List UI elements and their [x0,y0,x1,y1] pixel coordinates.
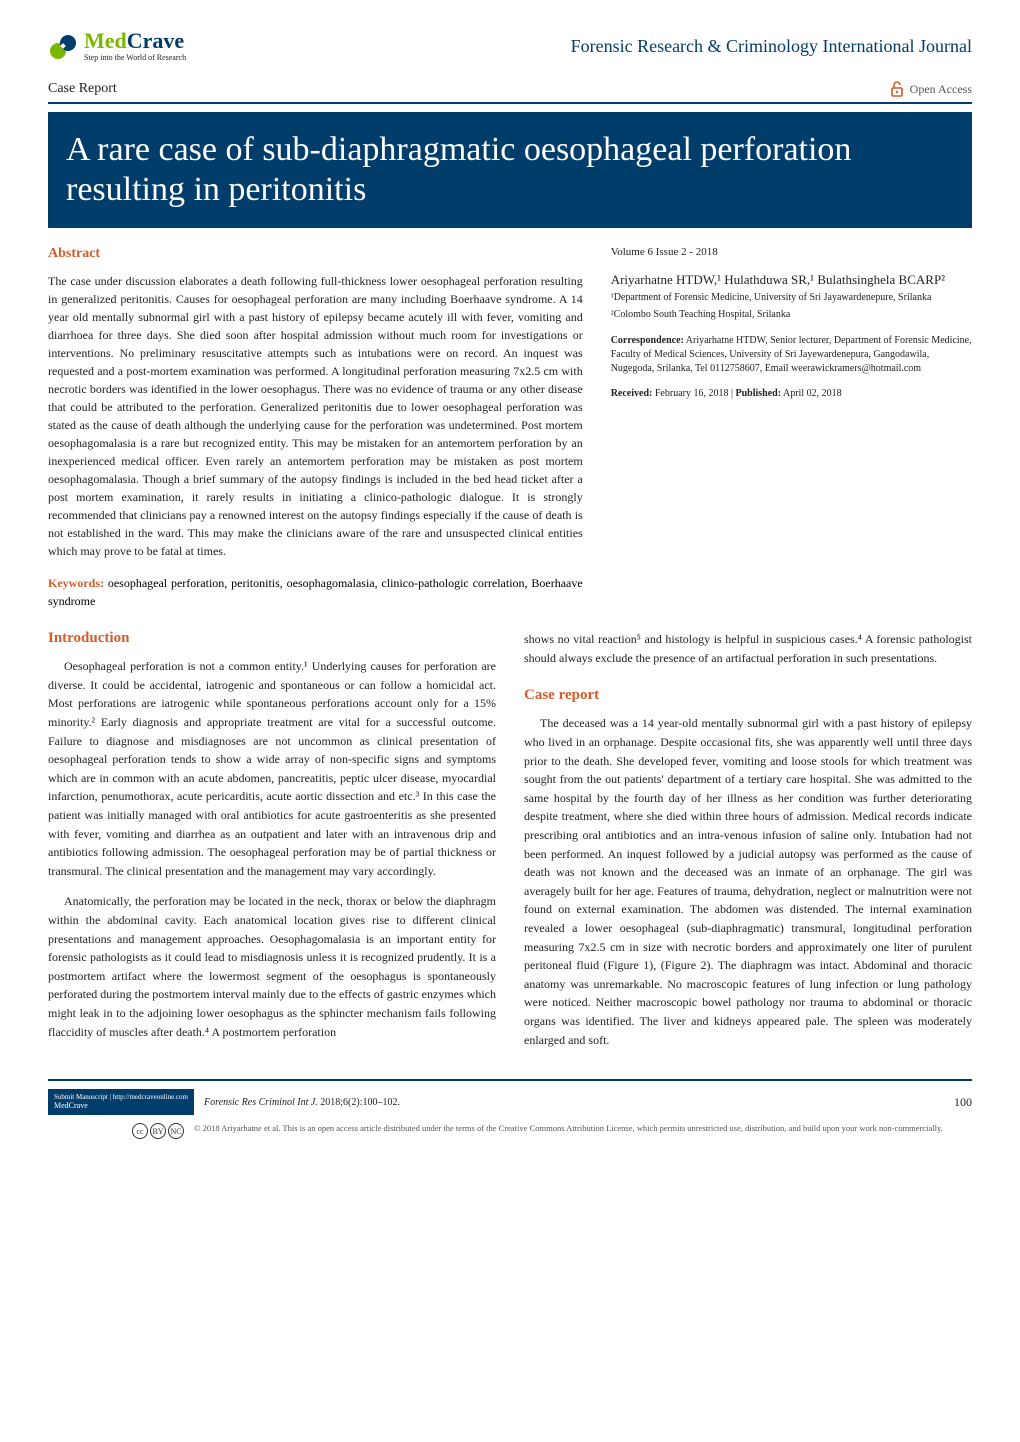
publisher-logo: MedCrave Step into the World of Research [48,30,186,62]
logo-word-crave: Crave [127,28,184,53]
page-number: 100 [954,1095,972,1110]
received-label: Received: [611,388,653,399]
published-label: Published: [735,388,781,399]
license-text: © 2018 Ariyarhatne et al. This is an ope… [194,1123,943,1134]
affiliation-2: ²Colombo South Teaching Hospital, Srilan… [611,308,972,322]
logo-tagline: Step into the World of Research [84,54,186,62]
dates-block: Received: February 16, 2018 | Published:… [611,388,972,399]
header-row: MedCrave Step into the World of Research… [48,30,972,62]
correspondence-label: Correspondence: [611,335,684,346]
case-report-heading: Case report [524,687,972,704]
published-date: April 02, 2018 [781,388,842,399]
abstract-body: The case under discussion elaborates a d… [48,272,583,560]
body-columns: Introduction Oesophageal perforation is … [48,610,972,1061]
article-type-bar: Case Report Open Access [48,80,972,104]
open-access-icon [890,80,904,98]
article-title: A rare case of sub-diaphragmatic oesopha… [48,112,972,228]
submit-brand: MedCrave [54,1101,188,1111]
nc-icon: NC [168,1123,184,1139]
case-paragraph-1: The deceased was a 14 year-old mentally … [524,714,972,1049]
logo-word-med: Med [84,28,127,53]
keywords-text: oesophageal perforation, peritonitis, oe… [48,576,583,608]
citation-journal: Forensic Res Criminol Int J. [204,1097,318,1108]
intro-paragraph-3: shows no vital reaction⁵ and histology i… [524,630,972,667]
cc-icon: cc [132,1123,148,1139]
keywords-line: Keywords: oesophageal perforation, perit… [48,574,583,610]
by-icon: BY [150,1123,166,1139]
footer-citation: Forensic Res Criminol Int J. 2018;6(2):1… [204,1097,944,1108]
citation-rest: 2018;6(2):100–102. [318,1097,400,1108]
volume-issue: Volume 6 Issue 2 - 2018 [611,246,972,258]
submit-manuscript-text: Submit Manuscript | http://medcraveonlin… [54,1093,188,1101]
correspondence-block: Correspondence: Ariyarhatne HTDW, Senior… [611,334,972,376]
abstract-heading: Abstract [48,246,583,262]
open-access-label: Open Access [910,82,972,97]
author-names: Ariyarhatne HTDW,¹ Hulathduwa SR,¹ Bulat… [611,272,972,288]
open-access-badge: Open Access [890,80,972,98]
received-date: February 16, 2018 | [652,388,735,399]
cc-license-icon: cc BY NC [132,1123,184,1139]
body-column-left: Introduction Oesophageal perforation is … [48,610,496,1061]
abstract-column: Abstract The case under discussion elabo… [48,246,583,610]
logo-mark-icon [48,31,78,61]
intro-paragraph-1: Oesophageal perforation is not a common … [48,657,496,880]
logo-wordmark: MedCrave [84,30,186,52]
license-row: cc BY NC © 2018 Ariyarhatne et al. This … [48,1123,972,1139]
body-column-right: shows no vital reaction⁵ and histology i… [524,610,972,1061]
introduction-heading: Introduction [48,630,496,647]
footer-row: Submit Manuscript | http://medcraveonlin… [48,1081,972,1115]
submit-manuscript-badge: Submit Manuscript | http://medcraveonlin… [48,1089,194,1115]
article-type: Case Report [48,81,117,97]
author-block: Ariyarhatne HTDW,¹ Hulathduwa SR,¹ Bulat… [611,272,972,322]
metadata-column: Volume 6 Issue 2 - 2018 Ariyarhatne HTDW… [611,246,972,610]
keywords-label: Keywords: [48,576,104,590]
intro-paragraph-2: Anatomically, the perforation may be loc… [48,892,496,1041]
affiliation-1: ¹Department of Forensic Medicine, Univer… [611,291,972,305]
journal-title: Forensic Research & Criminology Internat… [571,36,972,57]
